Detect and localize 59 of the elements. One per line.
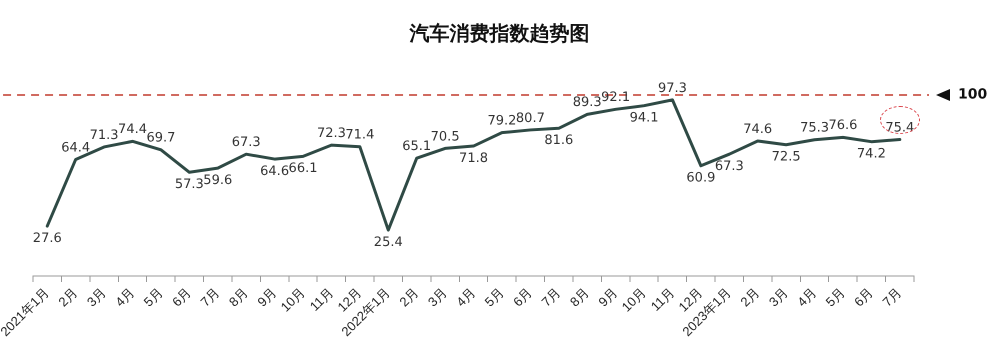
- x-tick-label: 3月: [424, 284, 450, 310]
- x-tick-label: 10月: [618, 284, 649, 315]
- data-label: 74.4: [118, 122, 147, 138]
- data-label: 89.3: [572, 95, 602, 110]
- x-tick-label: 5月: [482, 284, 507, 310]
- x-tick-label: 2月: [396, 284, 422, 310]
- x-tick-label: 3月: [84, 284, 109, 310]
- data-label: 70.5: [430, 129, 460, 144]
- x-tick-label: 8月: [566, 284, 592, 310]
- data-label: 71.8: [459, 150, 488, 166]
- data-label: 25.4: [374, 234, 403, 250]
- data-label: 79.2: [487, 114, 516, 129]
- x-tick-label: 4月: [112, 284, 138, 310]
- data-label: 57.3: [174, 177, 204, 192]
- data-label: 81.6: [544, 133, 574, 148]
- x-tick-label: 10月: [278, 284, 308, 315]
- x-tick-label: 2月: [737, 284, 762, 310]
- data-label: 74.6: [743, 122, 772, 137]
- data-label: 75.4: [885, 120, 914, 136]
- data-label: 71.3: [90, 128, 119, 143]
- x-tick-label: 4月: [453, 284, 478, 310]
- x-tick-label: 6月: [510, 284, 536, 310]
- data-label: 66.1: [288, 161, 318, 176]
- data-label: 64.6: [260, 164, 290, 179]
- data-label: 72.3: [316, 126, 346, 142]
- data-label: 67.3: [714, 159, 744, 174]
- data-label: 75.3: [800, 120, 830, 136]
- chart-title: 汽车消费指数趋势图: [408, 20, 590, 47]
- data-label: 74.2: [856, 146, 886, 162]
- data-label: 97.3: [658, 80, 687, 96]
- x-tick-label: 6月: [169, 284, 194, 310]
- x-tick-label: 8月: [226, 284, 251, 310]
- data-label: 67.3: [232, 135, 261, 150]
- x-tick-label: 6月: [851, 284, 876, 310]
- x-tick-label: 11月: [648, 284, 678, 314]
- data-label: 65.1: [402, 139, 432, 154]
- x-tick-label: 7月: [880, 284, 904, 310]
- data-label: 92.1: [601, 90, 630, 106]
- data-label: 64.4: [61, 140, 90, 156]
- x-tick-label: 4月: [794, 284, 820, 310]
- x-tick-label: 7月: [538, 284, 564, 310]
- data-label: 94.1: [630, 110, 659, 126]
- data-label: 59.6: [203, 173, 232, 188]
- x-tick-label: 9月: [595, 284, 620, 310]
- x-tick-label: 2月: [55, 284, 80, 310]
- x-tick-label: 5月: [140, 284, 166, 310]
- data-label: 71.4: [345, 128, 374, 143]
- data-label: 60.9: [686, 170, 716, 186]
- data-label: 76.6: [828, 118, 858, 134]
- x-tick-label: 9月: [254, 284, 280, 310]
- ref-line-label: 100: [958, 86, 988, 103]
- data-label: 80.7: [516, 110, 545, 126]
- x-tick-label: 5月: [822, 284, 848, 310]
- data-label: 69.7: [146, 130, 176, 146]
- x-tick-label: 3月: [766, 284, 791, 310]
- x-tick-label: 11月: [306, 284, 336, 314]
- data-label: 27.6: [32, 230, 62, 246]
- x-tick-label: 7月: [198, 284, 222, 310]
- data-label: 72.5: [772, 150, 801, 165]
